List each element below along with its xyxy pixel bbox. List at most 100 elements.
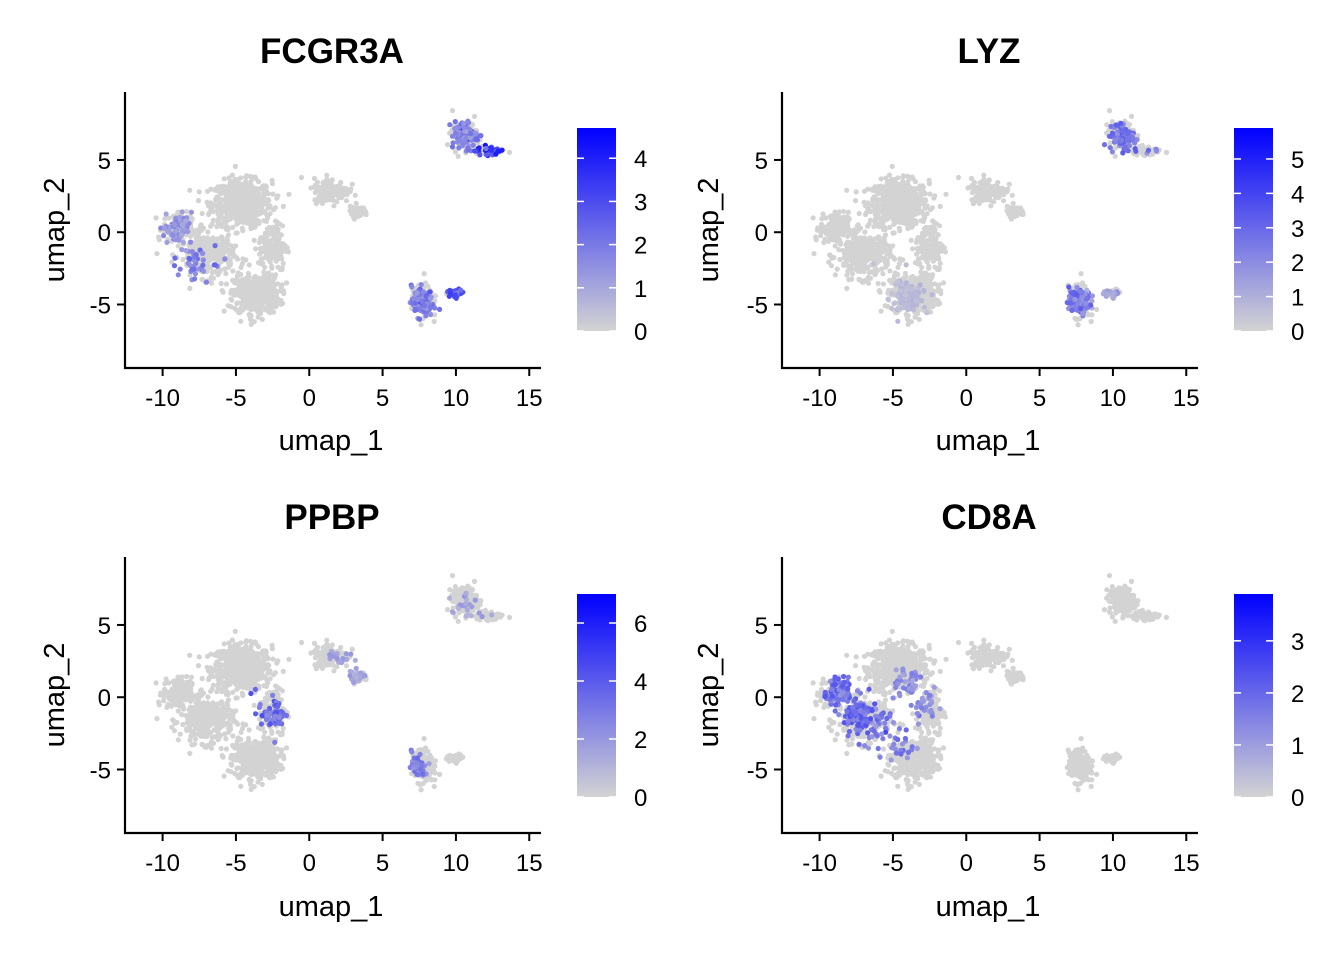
cell-point xyxy=(943,191,949,197)
cell-point xyxy=(974,187,980,193)
cell-point xyxy=(895,305,901,311)
cell-point xyxy=(259,316,265,322)
y-axis-label: umap_2 xyxy=(39,178,71,283)
cell-point xyxy=(225,201,231,207)
cell-point xyxy=(210,217,216,223)
cell-point xyxy=(829,228,836,234)
cell-point xyxy=(916,185,922,191)
cell-point xyxy=(874,253,881,259)
cell-point xyxy=(971,179,978,185)
cell-point xyxy=(855,268,861,274)
cell-point xyxy=(283,280,290,286)
cell-point xyxy=(879,246,885,252)
cell-point xyxy=(1101,142,1108,148)
cell-point xyxy=(248,307,254,313)
cell-point xyxy=(832,272,838,278)
cell-point xyxy=(205,229,211,235)
cell-point xyxy=(248,321,254,327)
cell-point xyxy=(280,288,287,294)
cell-point xyxy=(227,250,233,257)
cell-point xyxy=(829,221,835,227)
x-tick-label: 10 xyxy=(1100,385,1127,412)
cell-point xyxy=(885,296,891,302)
cell-point xyxy=(257,311,264,317)
cell-point xyxy=(871,261,877,267)
cell-point xyxy=(226,175,232,181)
cell-point xyxy=(308,185,314,191)
cell-point xyxy=(280,260,286,266)
cell-point xyxy=(863,242,869,248)
cell-point xyxy=(231,287,237,293)
cell-point xyxy=(1073,316,1080,322)
cell-point xyxy=(923,242,929,248)
y-tick-label: 5 xyxy=(755,148,768,175)
y-tick-label: 0 xyxy=(755,220,768,247)
cell-point xyxy=(471,113,478,119)
colorbar-tick-label: 3 xyxy=(634,189,647,216)
cell-point xyxy=(861,235,868,241)
cell-point xyxy=(412,307,418,313)
cell-point xyxy=(940,280,947,286)
cell-point xyxy=(207,204,214,210)
cell-point xyxy=(976,200,983,206)
cell-point xyxy=(225,226,231,233)
cell-point xyxy=(330,190,336,196)
cell-point xyxy=(925,292,931,299)
cell-point xyxy=(431,318,437,325)
cell-point xyxy=(266,257,272,263)
cell-point xyxy=(905,321,911,327)
cell-point xyxy=(936,265,942,271)
cell-point xyxy=(1094,306,1100,312)
cell-point xyxy=(1069,307,1075,313)
cell-point xyxy=(841,214,847,220)
cell-point xyxy=(890,230,896,236)
cell-point xyxy=(252,221,258,227)
cell-point xyxy=(865,247,872,253)
cell-point xyxy=(229,172,235,178)
cell-point xyxy=(912,204,918,210)
cell-point xyxy=(282,248,288,254)
cell-point xyxy=(427,304,433,310)
cell-point xyxy=(444,142,451,148)
cell-point xyxy=(186,255,192,262)
cell-point xyxy=(909,221,916,227)
cell-point xyxy=(986,177,992,183)
cell-point xyxy=(1109,130,1116,136)
cell-point xyxy=(832,209,838,215)
cell-point xyxy=(888,185,894,191)
cell-point xyxy=(1128,113,1135,119)
cell-point xyxy=(247,213,253,219)
cell-point xyxy=(837,227,843,233)
colorbar-tick-label: 2 xyxy=(634,233,647,260)
cell-point xyxy=(875,187,882,193)
cell-point xyxy=(882,201,888,207)
cell-point xyxy=(470,142,476,148)
cell-point xyxy=(861,188,868,194)
cell-point xyxy=(904,213,910,219)
cell-point xyxy=(208,280,215,286)
cell-point xyxy=(320,180,326,186)
cell-point xyxy=(1106,108,1113,114)
cell-point xyxy=(218,187,225,193)
cell-point xyxy=(889,305,895,311)
cell-point xyxy=(915,256,922,262)
cell-point xyxy=(833,235,839,241)
cell-point xyxy=(298,174,305,181)
cell-point xyxy=(237,194,243,200)
cell-point xyxy=(219,223,225,229)
x-tick-label: -5 xyxy=(225,385,246,412)
cell-point xyxy=(1074,284,1080,290)
cell-point xyxy=(879,205,885,211)
cell-point xyxy=(897,228,903,234)
cell-point xyxy=(241,288,247,294)
cell-point xyxy=(229,246,235,252)
cell-point xyxy=(212,262,218,268)
cell-point xyxy=(449,144,455,150)
cell-point xyxy=(1145,147,1152,153)
cell-point xyxy=(923,273,929,279)
cell-point xyxy=(193,240,199,246)
cell-point xyxy=(1066,284,1072,290)
cell-point xyxy=(841,208,847,215)
cell-point xyxy=(221,176,227,182)
cell-point xyxy=(937,203,943,209)
